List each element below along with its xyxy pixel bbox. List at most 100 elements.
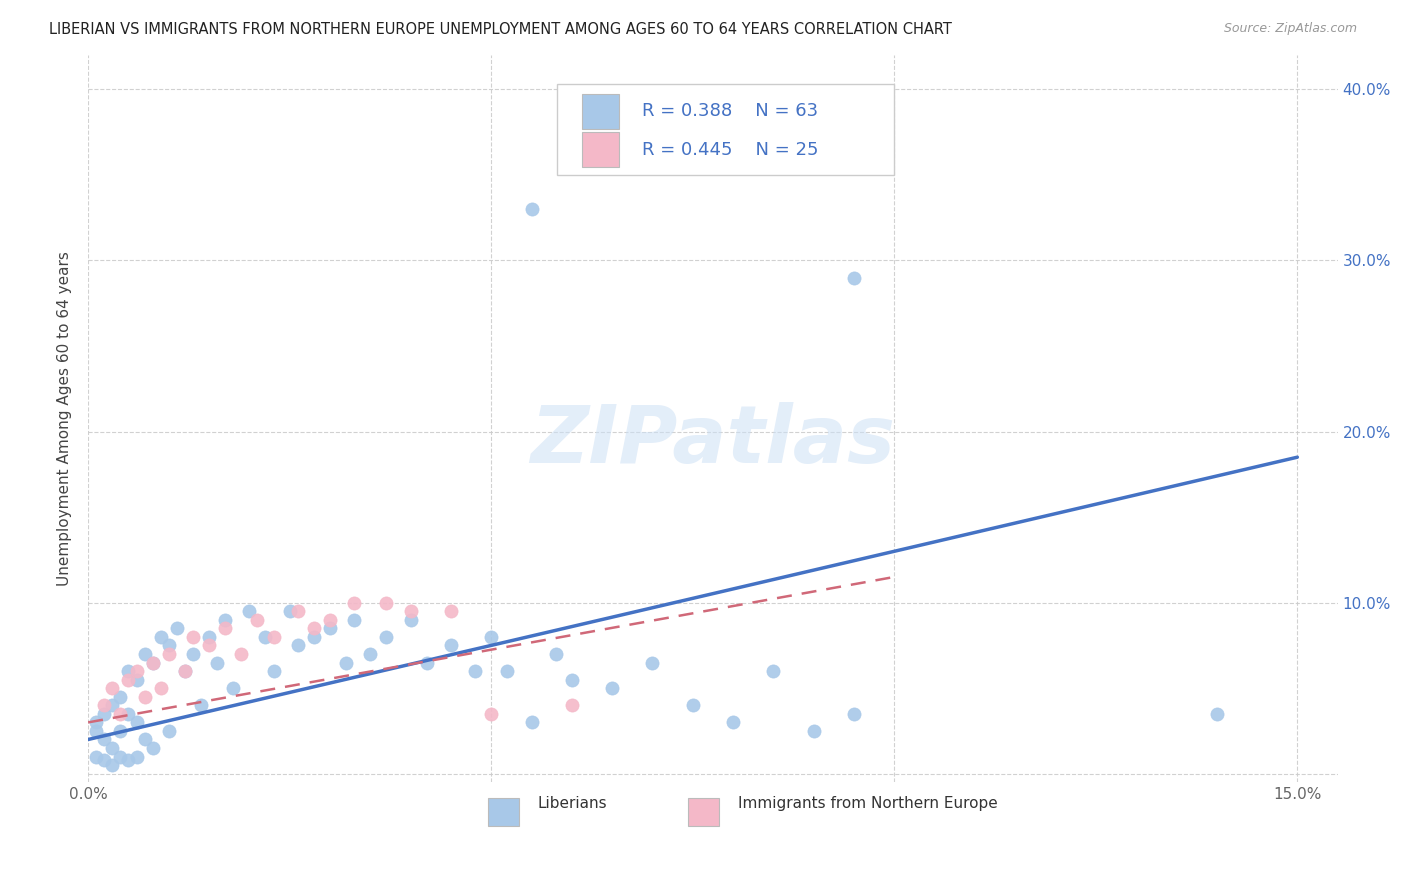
Point — [125, 749, 148, 764]
Point — [416, 656, 439, 670]
Text: R = 0.388    N = 63: R = 0.388 N = 63 — [641, 102, 818, 120]
Point — [762, 664, 785, 678]
Point — [222, 681, 245, 695]
Point — [440, 639, 463, 653]
Point — [343, 613, 366, 627]
Point — [214, 613, 236, 627]
Point — [721, 715, 744, 730]
Point — [181, 630, 204, 644]
Point — [359, 647, 381, 661]
Point — [198, 630, 221, 644]
Point — [440, 604, 463, 618]
Bar — [688, 798, 718, 826]
Point — [110, 723, 132, 738]
FancyBboxPatch shape — [557, 84, 894, 175]
Bar — [582, 94, 619, 128]
Point — [302, 621, 325, 635]
Point — [149, 630, 172, 644]
Point — [214, 621, 236, 635]
Point — [544, 647, 567, 661]
Point — [173, 664, 195, 678]
Point — [278, 604, 301, 618]
Point — [343, 596, 366, 610]
Point — [335, 656, 357, 670]
Point — [117, 706, 139, 721]
Point — [561, 698, 583, 713]
Point — [166, 621, 188, 635]
Point — [375, 596, 398, 610]
Point — [464, 664, 486, 678]
Bar — [582, 132, 619, 167]
Point — [496, 664, 519, 678]
Point — [125, 664, 148, 678]
Point — [125, 715, 148, 730]
Point — [84, 723, 107, 738]
Point — [125, 673, 148, 687]
Point — [157, 639, 180, 653]
Point — [134, 690, 156, 704]
Point — [101, 698, 124, 713]
Point — [561, 673, 583, 687]
Point — [117, 673, 139, 687]
Point — [205, 656, 228, 670]
Point — [319, 621, 342, 635]
Text: Source: ZipAtlas.com: Source: ZipAtlas.com — [1223, 22, 1357, 36]
Text: LIBERIAN VS IMMIGRANTS FROM NORTHERN EUROPE UNEMPLOYMENT AMONG AGES 60 TO 64 YEA: LIBERIAN VS IMMIGRANTS FROM NORTHERN EUR… — [49, 22, 952, 37]
Point — [842, 706, 865, 721]
Point — [93, 698, 115, 713]
Point — [842, 270, 865, 285]
Point — [803, 723, 825, 738]
Point — [110, 706, 132, 721]
Point — [287, 604, 309, 618]
Point — [399, 604, 422, 618]
Point — [110, 749, 132, 764]
Y-axis label: Unemployment Among Ages 60 to 64 years: Unemployment Among Ages 60 to 64 years — [58, 252, 72, 586]
Point — [101, 741, 124, 756]
Point — [399, 613, 422, 627]
Point — [520, 202, 543, 216]
Point — [479, 630, 502, 644]
Point — [134, 732, 156, 747]
Point — [198, 639, 221, 653]
Point — [375, 630, 398, 644]
Point — [302, 630, 325, 644]
Point — [246, 613, 269, 627]
Point — [190, 698, 212, 713]
Point — [93, 706, 115, 721]
Point — [231, 647, 253, 661]
Point — [84, 715, 107, 730]
Text: ZIPatlas: ZIPatlas — [530, 401, 896, 480]
Point — [142, 656, 165, 670]
Bar — [488, 798, 519, 826]
Point — [520, 715, 543, 730]
Point — [173, 664, 195, 678]
Point — [682, 698, 704, 713]
Point — [149, 681, 172, 695]
Point — [263, 630, 285, 644]
Point — [134, 647, 156, 661]
Point — [101, 681, 124, 695]
Text: R = 0.445    N = 25: R = 0.445 N = 25 — [641, 141, 818, 159]
Point — [263, 664, 285, 678]
Point — [319, 613, 342, 627]
Point — [110, 690, 132, 704]
Point — [254, 630, 277, 644]
Point — [157, 647, 180, 661]
Point — [117, 753, 139, 767]
Point — [238, 604, 260, 618]
Point — [600, 681, 623, 695]
Point — [93, 753, 115, 767]
Point — [641, 656, 664, 670]
Point — [287, 639, 309, 653]
Text: Liberians: Liberians — [538, 796, 607, 811]
Point — [181, 647, 204, 661]
Point — [84, 749, 107, 764]
Point — [157, 723, 180, 738]
Point — [1205, 706, 1227, 721]
Text: Immigrants from Northern Europe: Immigrants from Northern Europe — [738, 796, 998, 811]
Point — [117, 664, 139, 678]
Point — [93, 732, 115, 747]
Point — [142, 741, 165, 756]
Point — [479, 706, 502, 721]
Point — [142, 656, 165, 670]
